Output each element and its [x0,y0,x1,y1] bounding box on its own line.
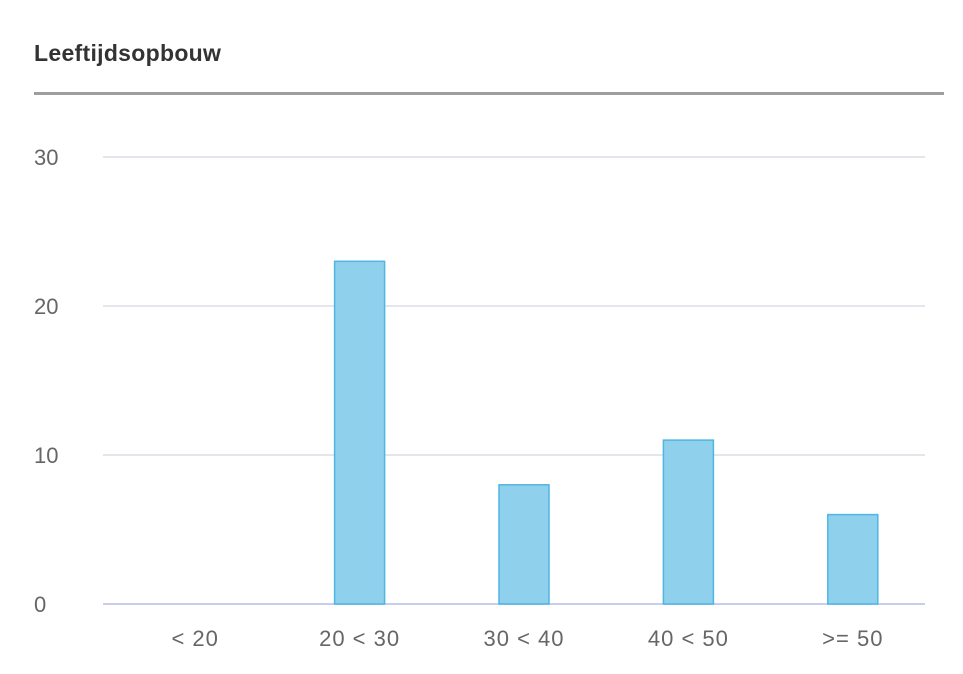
x-tick-label: >= 50 [822,626,883,651]
widget-title: Leeftijdsopbouw [34,40,222,66]
y-tick-label: 0 [34,592,46,617]
bar-3[interactable] [662,439,715,605]
bars [333,260,879,605]
title-divider [34,92,944,95]
x-tick-label: 30 < 40 [483,626,564,651]
x-tick-label: 40 < 50 [648,626,729,651]
y-tick-label: 10 [34,443,58,468]
y-axis-ticks: 0 10 20 30 [34,145,58,617]
x-tick-label: < 20 [171,626,218,651]
bar-2[interactable] [498,484,550,605]
x-tick-label: 20 < 30 [319,626,400,651]
y-tick-label: 30 [34,145,58,170]
bar-4[interactable] [827,513,879,605]
bar-1[interactable] [333,260,386,605]
y-tick-label: 20 [34,294,58,319]
x-axis-ticks: < 20 20 < 30 30 < 40 40 < 50 >= 50 [171,626,883,651]
